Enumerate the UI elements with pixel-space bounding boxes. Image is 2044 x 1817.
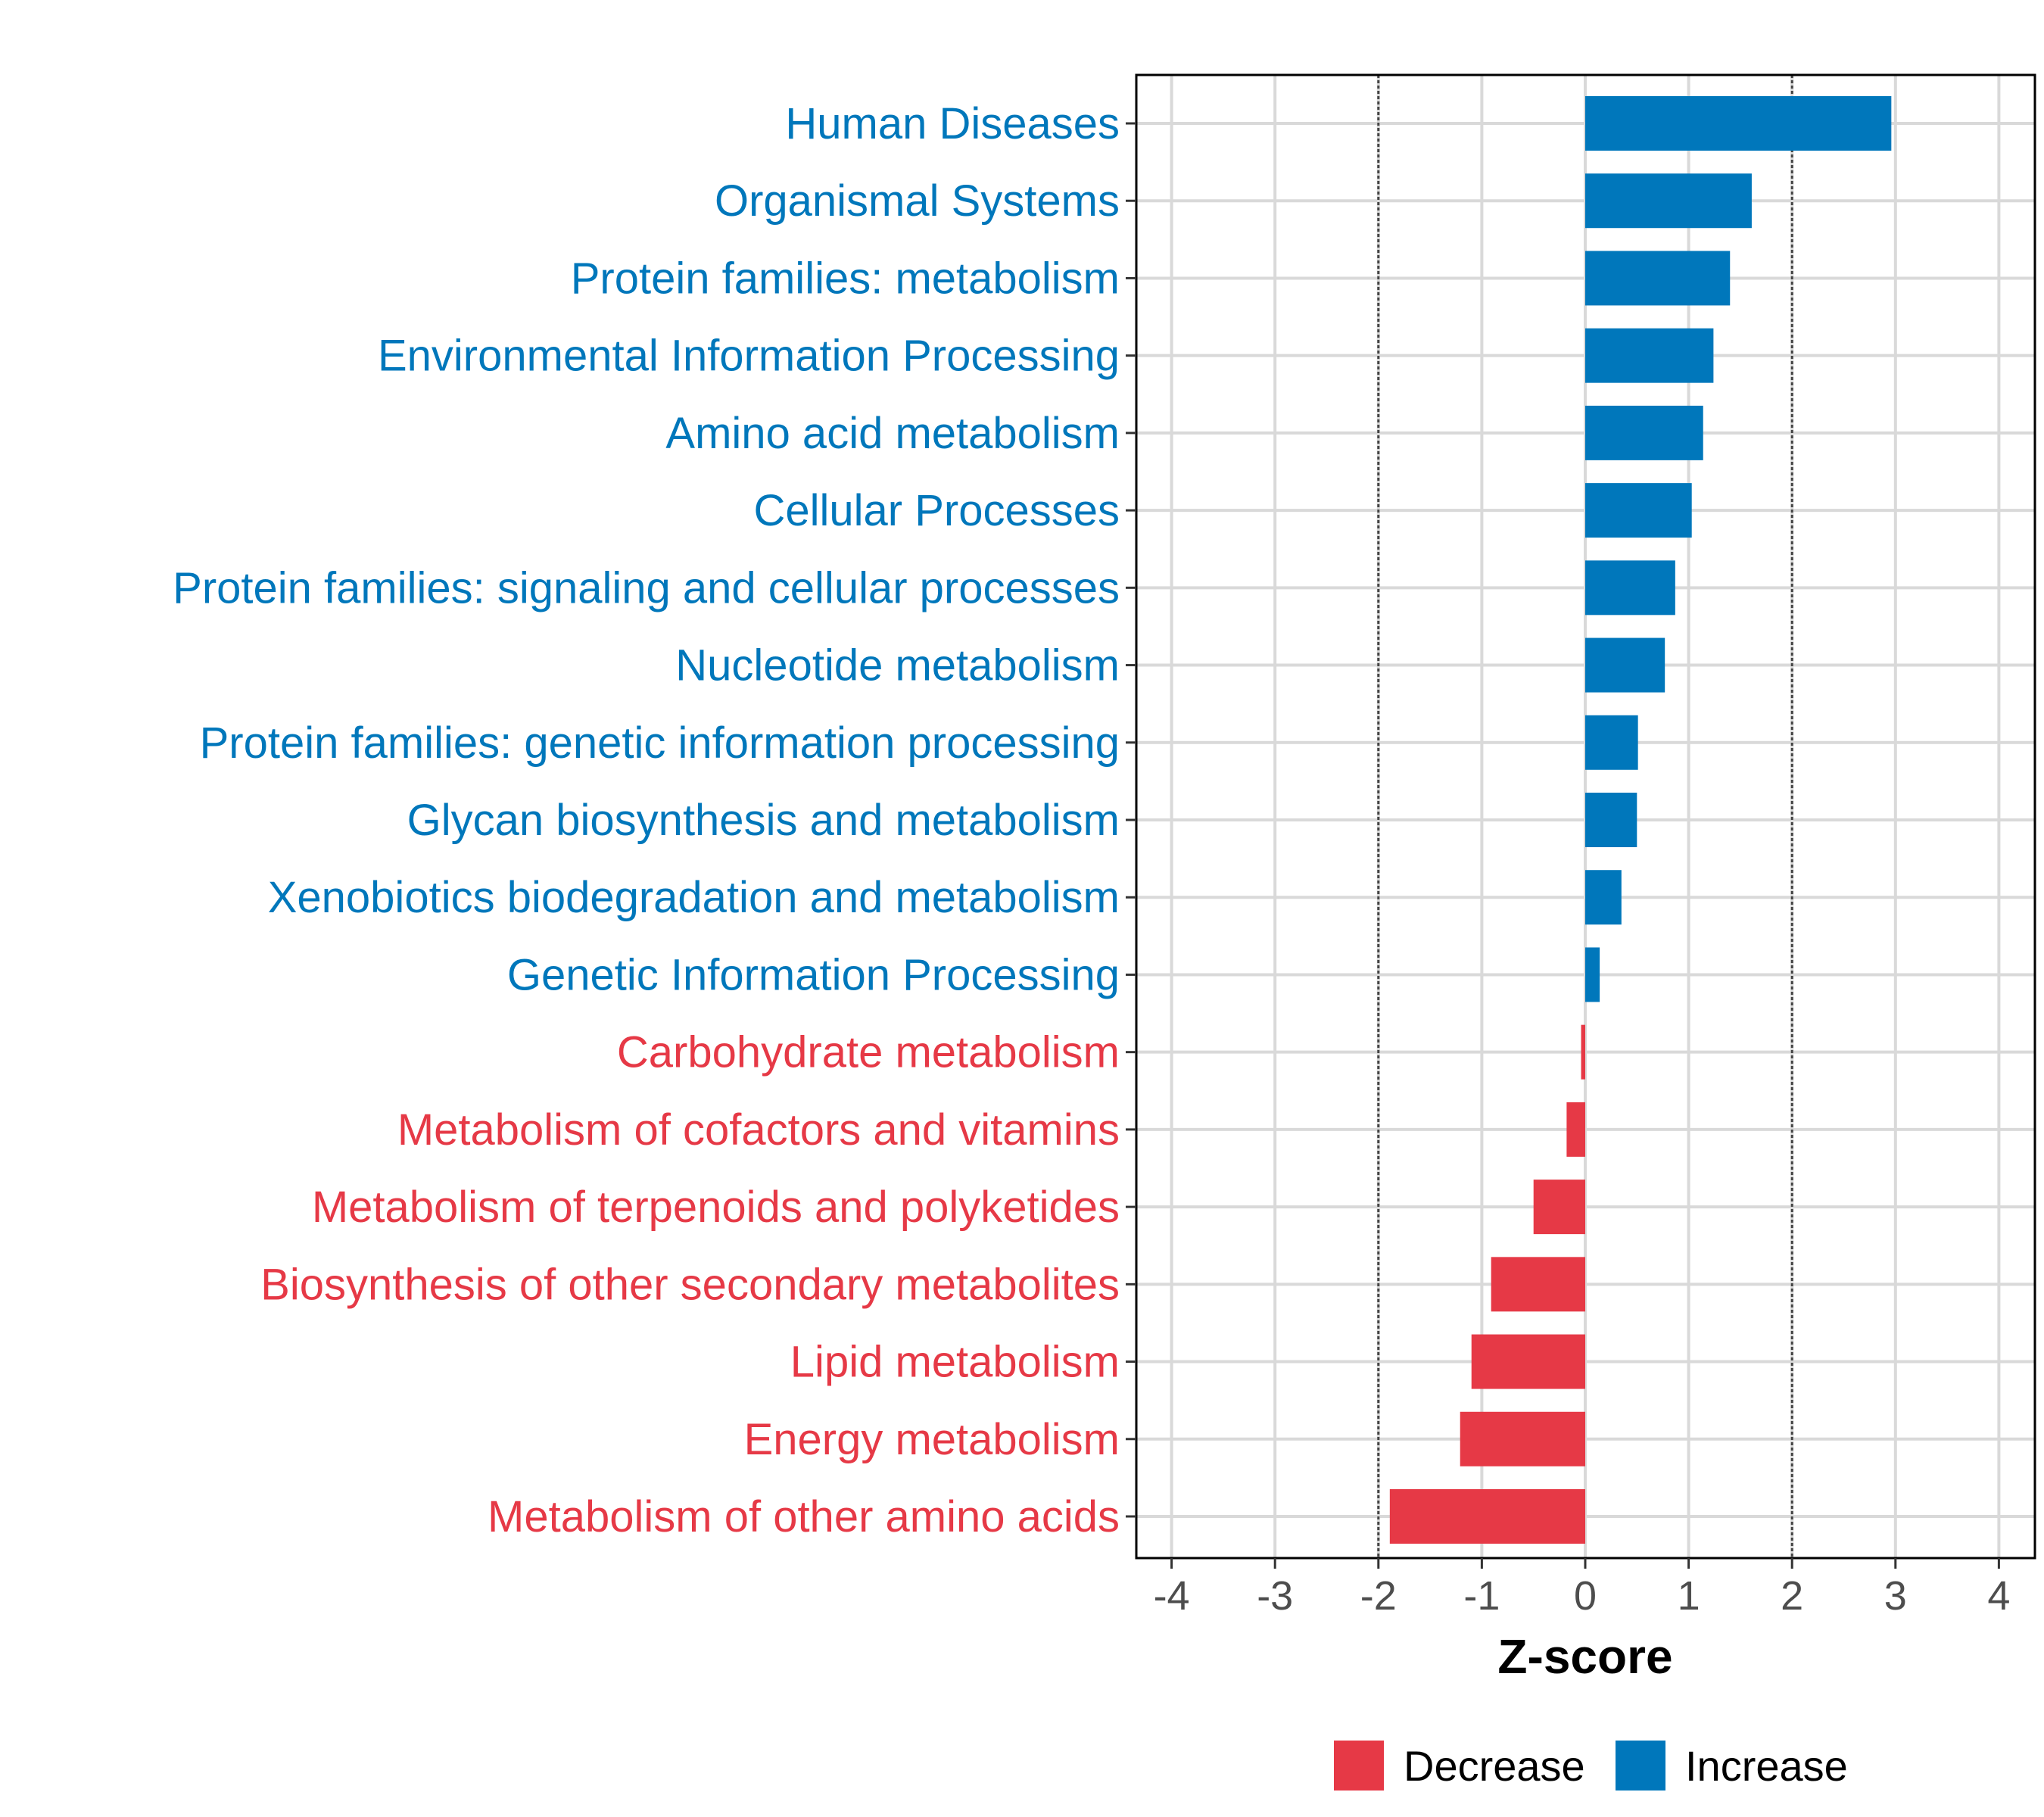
y-tick-label: Nucleotide metabolism: [675, 641, 1120, 690]
bar: [1585, 483, 1692, 538]
bar: [1585, 947, 1600, 1002]
y-tick-label: Environmental Information Processing: [378, 332, 1120, 381]
bar: [1585, 793, 1637, 847]
bar: [1585, 405, 1703, 460]
y-tick-label: Energy metabolism: [744, 1415, 1120, 1464]
bars: [1389, 96, 1892, 1544]
bar: [1585, 251, 1731, 306]
bar: [1585, 870, 1622, 925]
x-tick-label: 2: [1781, 1573, 1803, 1619]
bar: [1581, 1024, 1585, 1080]
y-tick-label: Cellular Processes: [753, 486, 1120, 535]
x-tick-label: -4: [1154, 1573, 1190, 1619]
y-tick-label: Organismal Systems: [715, 176, 1120, 226]
bar: [1471, 1334, 1585, 1389]
y-tick-label: Glycan biosynthesis and metabolism: [407, 796, 1120, 845]
y-tick-label: Human Diseases: [785, 99, 1120, 148]
bar: [1585, 560, 1675, 616]
x-axis-ticks: -4 -3 -2 -1 0 1 2 3 4: [1154, 1558, 2010, 1619]
legend: Decrease Increase: [1334, 1741, 1848, 1791]
y-tick-label: Carbohydrate metabolism: [617, 1028, 1120, 1077]
legend-label: Increase: [1685, 1742, 1848, 1790]
x-tick-label: 1: [1678, 1573, 1700, 1619]
legend-key-increase: [1616, 1741, 1665, 1791]
bar: [1585, 96, 1892, 151]
y-tick-label: Genetic Information Processing: [507, 950, 1120, 999]
y-tick-label: Metabolism of terpenoids and polyketides: [312, 1183, 1120, 1232]
bar: [1389, 1489, 1585, 1544]
y-tick-label: Protein families: signaling and cellular…: [173, 563, 1120, 612]
y-axis-labels: Human Diseases Organismal Systems Protein …: [173, 99, 1136, 1541]
y-tick-label: Amino acid metabolism: [665, 409, 1120, 458]
bar: [1533, 1180, 1585, 1235]
y-tick-label: Protein families: genetic information pr…: [200, 718, 1120, 768]
bar: [1585, 173, 1752, 229]
legend-label: Decrease: [1404, 1742, 1585, 1790]
y-tick-label: Metabolism of other amino acids: [488, 1492, 1120, 1541]
y-tick-label: Xenobiotics biodegradation and metabolis…: [268, 873, 1120, 922]
bar: [1566, 1102, 1585, 1157]
reference-lines: [1377, 75, 1793, 1558]
x-tick-label: -2: [1360, 1573, 1397, 1619]
x-tick-label: -3: [1257, 1573, 1293, 1619]
y-tick-label: Metabolism of cofactors and vitamins: [397, 1105, 1120, 1155]
legend-key-decrease: [1334, 1741, 1384, 1791]
x-tick-label: -1: [1463, 1573, 1500, 1619]
bar: [1460, 1411, 1585, 1466]
bar: [1585, 715, 1638, 770]
x-tick-label: 0: [1574, 1573, 1597, 1619]
y-tick-label: Lipid metabolism: [790, 1338, 1120, 1387]
x-tick-label: 3: [1884, 1573, 1907, 1619]
bar: [1585, 637, 1665, 693]
x-axis-title: Z-score: [1497, 1629, 1672, 1684]
bar: [1491, 1257, 1585, 1312]
bar: [1585, 328, 1714, 383]
y-tick-label: Biosynthesis of other secondary metaboli…: [260, 1260, 1120, 1309]
y-tick-label: Protein families: metabolism: [571, 254, 1120, 303]
x-tick-label: 4: [1987, 1573, 2010, 1619]
